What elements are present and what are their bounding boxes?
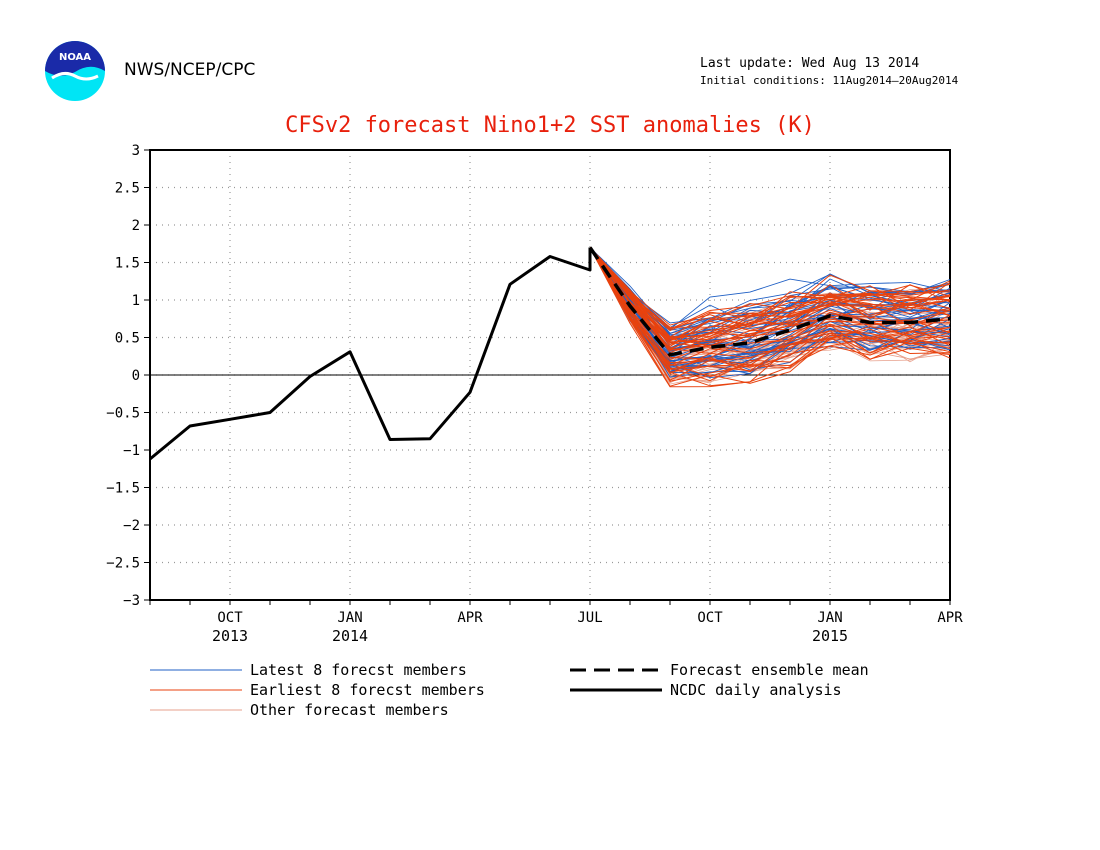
initial-conditions: Initial conditions: 11Aug2014—20Aug2014 bbox=[700, 74, 959, 87]
x-tick-year: 2013 bbox=[212, 627, 248, 645]
y-tick-label: 3 bbox=[132, 143, 140, 159]
ensemble-member-line bbox=[589, 247, 951, 350]
logo-text: NOAA bbox=[59, 52, 91, 63]
y-tick-label: 0 bbox=[132, 368, 140, 384]
ensemble-member-line bbox=[589, 247, 951, 364]
ensemble-members bbox=[589, 247, 951, 388]
ensemble-member-line bbox=[589, 247, 951, 387]
y-tick-label: −1 bbox=[123, 443, 140, 459]
y-tick-label: −0.5 bbox=[106, 406, 140, 422]
y-tick-label: 2.5 bbox=[115, 181, 140, 197]
y-tick-label: 1 bbox=[132, 293, 140, 309]
ensemble-member-line bbox=[589, 247, 951, 387]
axes: 32.521.510.50−0.5−1−1.5−2−2.5−3OCT2013JA… bbox=[106, 143, 963, 645]
y-tick-label: −2.5 bbox=[106, 556, 140, 572]
ensemble-member-line bbox=[589, 247, 951, 339]
ensemble-member-line bbox=[589, 247, 951, 388]
ncdc-analysis-line bbox=[149, 247, 592, 461]
ensemble-member-line bbox=[589, 247, 951, 382]
main-series bbox=[149, 246, 951, 461]
x-tick-year: 2015 bbox=[812, 627, 848, 645]
ensemble-member-line bbox=[589, 247, 951, 343]
legend-label: Other forecast members bbox=[250, 701, 449, 719]
legend-label: Forecast ensemble mean bbox=[670, 661, 869, 679]
y-tick-label: −1.5 bbox=[106, 481, 140, 497]
ensemble-member-line bbox=[589, 247, 951, 352]
ensemble-member-line bbox=[589, 247, 951, 349]
x-tick-label: JUL bbox=[577, 610, 602, 626]
x-tick-label: OCT bbox=[217, 610, 243, 626]
x-tick-label: JAN bbox=[337, 610, 362, 626]
x-tick-label: APR bbox=[457, 610, 483, 626]
y-tick-label: 2 bbox=[132, 218, 140, 234]
x-tick-label: APR bbox=[937, 610, 963, 626]
noaa-logo: NOAA bbox=[45, 41, 105, 101]
legend-label: Earliest 8 forecst members bbox=[250, 681, 485, 699]
x-tick-label: JAN bbox=[817, 610, 842, 626]
grid bbox=[150, 150, 951, 600]
ensemble-member-line bbox=[589, 247, 951, 373]
ensemble-member-line bbox=[589, 247, 951, 340]
plot-frame bbox=[149, 149, 951, 601]
ensemble-member-line bbox=[589, 247, 951, 334]
ensemble-member-line bbox=[589, 247, 951, 328]
org-label: NWS/NCEP/CPC bbox=[124, 60, 256, 80]
legend-label: Latest 8 forecst members bbox=[250, 661, 467, 679]
legend-label: NCDC daily analysis bbox=[670, 681, 842, 699]
x-tick-year: 2014 bbox=[332, 627, 368, 645]
ensemble-mean-line bbox=[588, 246, 951, 357]
y-tick-label: −3 bbox=[123, 593, 140, 609]
x-tick-label: OCT bbox=[697, 610, 723, 626]
chart-title: CFSv2 forecast Nino1+2 SST anomalies (K) bbox=[285, 113, 815, 138]
last-update: Last update: Wed Aug 13 2014 bbox=[700, 56, 920, 71]
legend: Latest 8 forecst members Forecast ensembl… bbox=[150, 661, 869, 719]
ensemble-member-line bbox=[589, 247, 951, 328]
y-tick-label: 0.5 bbox=[115, 331, 140, 347]
ensemble-member-line bbox=[589, 247, 951, 330]
ensemble-member-line bbox=[589, 247, 951, 338]
y-tick-label: −2 bbox=[123, 518, 140, 534]
y-tick-label: 1.5 bbox=[115, 256, 140, 272]
ensemble-member-line bbox=[589, 247, 951, 365]
